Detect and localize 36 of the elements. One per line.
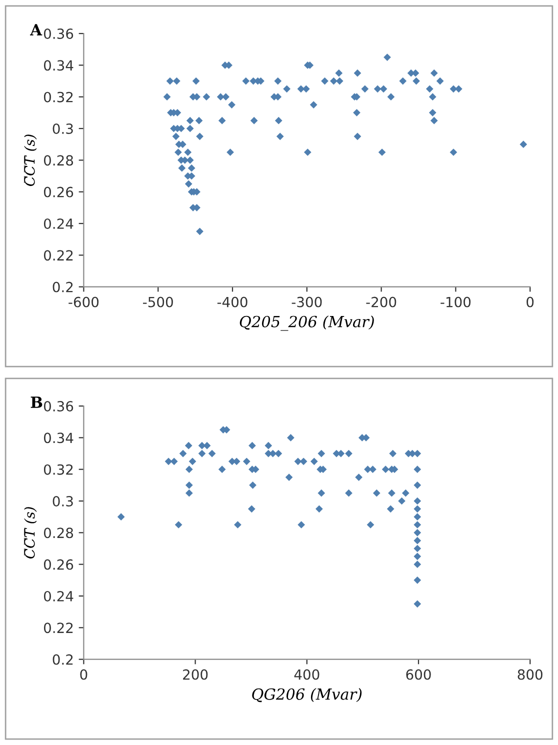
y-tick-label: 0.36: [44, 28, 74, 39]
x-tick-label: -200: [366, 296, 396, 308]
chart-title: B: [30, 396, 42, 408]
x-axis-title: Q205_206 (Mvar): [240, 316, 374, 331]
x-tick-label: -300: [292, 296, 322, 308]
y-tick-label: 0.3: [52, 123, 73, 134]
y-axis-title: C̅C̅T̅ (s): [24, 134, 37, 186]
y-axis-title: C̅C̅T̅ (s): [24, 507, 37, 558]
x-tick-label: 600: [406, 669, 431, 680]
x-tick-label: 0: [80, 669, 88, 680]
chart-title: A: [30, 24, 42, 36]
x-tick-label: 800: [518, 669, 542, 680]
y-tick-label: 0.26: [44, 559, 74, 570]
y-tick-label: 0.22: [44, 250, 73, 261]
x-tick-label: -100: [440, 296, 471, 308]
x-axis-title: QG206 (Mvar): [252, 688, 362, 702]
y-tick-label: 0.26: [44, 186, 74, 198]
x-tick-label: -400: [217, 296, 248, 308]
y-tick-label: 0.32: [44, 464, 73, 475]
y-tick-label: 0.22: [44, 622, 73, 634]
y-tick-label: 0.34: [44, 432, 74, 444]
y-tick-label: 0.3: [52, 496, 73, 506]
x-tick-label: -600: [68, 296, 99, 308]
x-tick-label: 400: [294, 669, 320, 680]
y-tick-label: 0.28: [44, 528, 74, 538]
y-tick-label: 0.2: [52, 654, 73, 665]
y-tick-label: 0.34: [44, 60, 74, 71]
y-tick-label: 0.36: [44, 400, 74, 412]
y-tick-label: 0.2: [52, 282, 73, 292]
y-tick-label: 0.32: [44, 92, 73, 102]
y-tick-label: 0.24: [44, 590, 74, 602]
y-tick-label: 0.24: [44, 218, 74, 229]
x-tick-label: -500: [143, 296, 173, 308]
x-tick-label: 200: [183, 669, 208, 680]
x-tick-label: 0: [526, 296, 534, 308]
y-tick-label: 0.28: [44, 155, 74, 166]
